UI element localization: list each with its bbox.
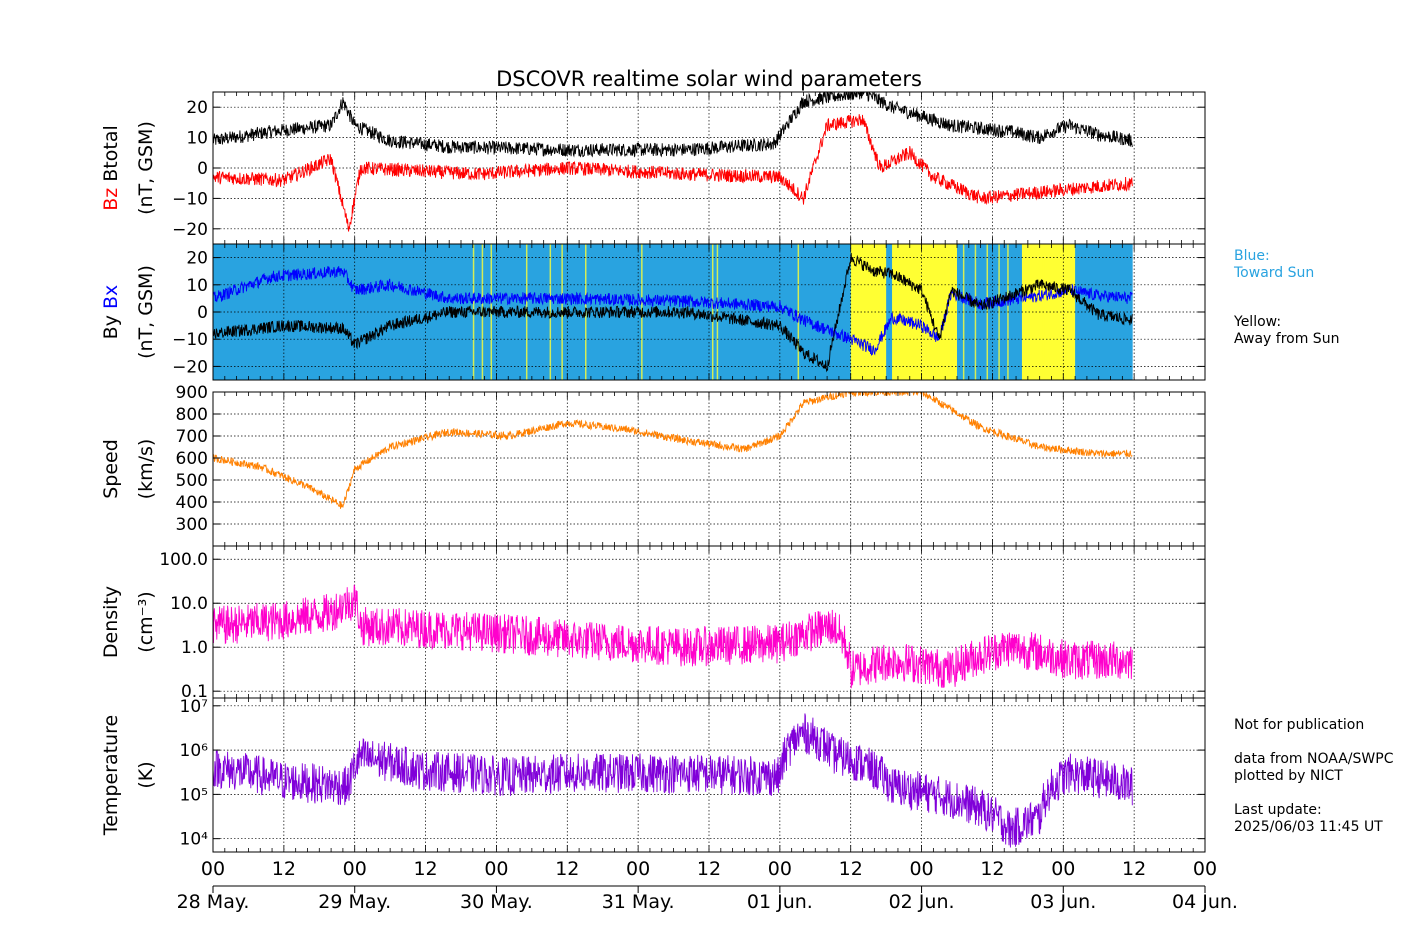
x-date-label: 28 May. [177,891,250,913]
footer-notes: Not for publication data from NOAA/SWPC … [1234,717,1394,835]
y-axis-label-primary: Temperature [100,715,122,836]
x-date-label: 01 Jun. [747,891,813,913]
y-tick-label: 400 [176,493,208,513]
y-tick-label: 900 [176,383,208,403]
x-date-label: 30 May. [460,891,533,913]
y-tick-label: 0 [197,303,208,323]
minor-ticks-speed [212,392,1206,546]
gridlines-speed [212,391,1206,546]
y-tick-label: −10 [172,330,208,350]
x-date-label: 03 Jun. [1030,891,1096,913]
y-tick-label: 0.1 [181,682,208,702]
sector-away-stripe-14 [998,244,1000,380]
y-axis-label-units: (nT, GSM) [135,121,157,215]
y-tick-label: 800 [176,405,208,425]
y-tick-label: −10 [172,189,208,209]
y-tick-label: 1.0 [181,638,208,658]
x-tick-label: 00 [201,858,225,880]
y-axis-label-primary: Density [100,586,122,658]
x-tick-label: 12 [413,858,437,880]
x-tick-label: 00 [484,858,508,880]
legend-yellow-away-from-sun: Yellow: Away from Sun [1234,314,1340,347]
y-tick-label: 10⁴ [180,830,209,850]
y-axis-label-primary: Bz Btotal [100,125,122,211]
minor-ticks-density [212,546,1206,698]
sector-away-stripe-11 [962,244,965,380]
x-tick-label: 00 [626,858,650,880]
series-bx-line [213,266,1133,356]
y-tick-label: 10⁵ [180,785,208,805]
y-tick-label: −20 [172,220,208,240]
y-axis-label-primary: By Bx [100,285,122,340]
x-tick-label: 00 [343,858,367,880]
series-density-line [213,584,1133,689]
y-label-part: Bx [100,285,122,309]
gridlines-temperature [212,698,1206,852]
panel-temperature: 10⁷ 10⁶ 10⁵ 10⁴ Temperature (K) [100,697,1206,853]
series-temperature-line [213,713,1133,848]
y-tick-label: 300 [176,515,208,535]
x-tick-label: 00 [1051,858,1075,880]
panel-density: 100.0 10.0 1.0 0.1 Density (cm⁻³) [100,545,1206,702]
panel-magnetic-components: 20 10 0 −10 −20 By Bx (nT, GSM) [100,243,1206,381]
x-tick-label: 12 [555,858,579,880]
y-axis-label-units: (K) [135,761,157,788]
y-tick-label: 0 [197,159,208,179]
y-label-part: Btotal [100,125,122,188]
x-tick-label: 00 [1193,858,1217,880]
sector-away-stripe-17 [1054,244,1056,380]
x-date-label: 29 May. [318,891,391,913]
y-tick-label: 600 [176,449,208,469]
panel-magnetic-total: 20 10 0 −10 −20 Bz Btotal (nT, GSM) [100,91,1206,245]
minor-ticks-temperature [212,698,1206,852]
y-tick-label: 20 [186,98,208,118]
y-tick-label: 10.0 [170,594,208,614]
y-label-part: Bz [100,188,122,211]
x-tick-label: 12 [697,858,721,880]
y-axis-label-units: (cm⁻³) [135,591,157,652]
x-tick-label: 12 [839,858,863,880]
x-tick-label: 12 [272,858,296,880]
x-date-label: 02 Jun. [889,891,955,913]
series-btotal-line [213,92,1133,158]
minor-ticks-magnetic-components [212,244,1206,380]
gridlines-magnetic-total [212,92,1206,244]
sector-away-stripe-12 [974,244,977,380]
y-tick-label: 500 [176,471,208,491]
series-by-line [213,252,1133,373]
x-tick-label: 12 [1122,858,1146,880]
sector-away-stripe-3 [525,244,528,380]
y-tick-label: 10 [186,276,208,296]
series-bz-line [213,114,1133,232]
y-tick-label: 10 [186,129,208,149]
sector-away-stripe-18 [1066,244,1068,380]
y-axis-label-units: (km/s) [135,439,157,500]
y-tick-label: 700 [176,427,208,447]
chart-title: DSCOVR realtime solar wind parameters [496,67,922,91]
y-axis-label-units: (nT, GSM) [135,265,157,359]
x-date-label: 04 Jun. [1172,891,1238,913]
x-tick-label: 00 [768,858,792,880]
x-date-label: 31 May. [602,891,675,913]
x-tick-label: 00 [909,858,933,880]
y-axis-label-primary: Speed [100,439,122,499]
x-tick-label: 12 [980,858,1004,880]
y-label-part: By [100,309,122,339]
sector-away-stripe-8 [711,244,714,380]
y-tick-label: −20 [172,357,208,377]
y-tick-label: 100.0 [159,550,208,570]
legend-blue-toward-sun: Blue: Toward Sun [1234,248,1315,281]
series-speed-line [213,392,1133,509]
minor-ticks-magnetic-total [212,92,1206,244]
y-tick-label: 10⁷ [180,697,209,717]
y-tick-label: 20 [186,249,208,269]
y-tick-label: 10⁶ [180,741,209,761]
